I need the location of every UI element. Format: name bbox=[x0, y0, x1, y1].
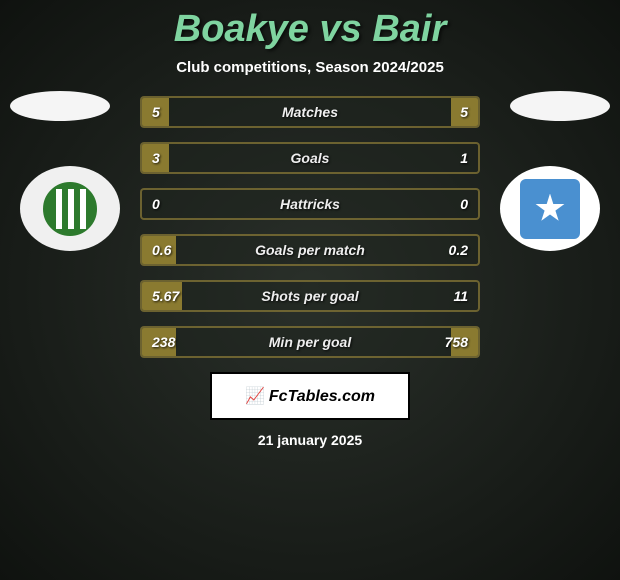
stat-row: 0.6 Goals per match 0.2 bbox=[140, 234, 480, 266]
stat-value-left: 3 bbox=[152, 150, 160, 166]
subtitle: Club competitions, Season 2024/2025 bbox=[0, 59, 620, 76]
stat-label: Shots per goal bbox=[261, 288, 358, 304]
left-player-marker bbox=[10, 91, 110, 121]
stat-value-left: 5.67 bbox=[152, 288, 179, 304]
saint-etienne-crest-icon bbox=[35, 174, 105, 244]
stat-label: Min per goal bbox=[269, 334, 351, 350]
right-player-marker bbox=[510, 91, 610, 121]
stat-row: 5.67 Shots per goal 11 bbox=[140, 280, 480, 312]
stat-row: 5 Matches 5 bbox=[140, 96, 480, 128]
stat-value-right: 758 bbox=[445, 334, 468, 350]
stat-value-left: 238 bbox=[152, 334, 175, 350]
right-club-badge bbox=[500, 166, 600, 251]
stat-row: 0 Hattricks 0 bbox=[140, 188, 480, 220]
brand-label: FcTables.com bbox=[245, 386, 375, 406]
stat-label: Goals per match bbox=[255, 242, 365, 258]
stat-row: 3 Goals 1 bbox=[140, 142, 480, 174]
snapshot-date: 21 january 2025 bbox=[0, 432, 620, 448]
stat-label: Hattricks bbox=[280, 196, 340, 212]
stat-value-right: 0 bbox=[460, 196, 468, 212]
stat-label: Matches bbox=[282, 104, 338, 120]
stat-row: 238 Min per goal 758 bbox=[140, 326, 480, 358]
stat-value-right: 11 bbox=[453, 288, 468, 304]
stat-value-right: 1 bbox=[460, 150, 468, 166]
left-club-badge bbox=[20, 166, 120, 251]
stat-value-left: 0 bbox=[152, 196, 160, 212]
stat-value-right: 5 bbox=[460, 104, 468, 120]
comparison-content: 5 Matches 5 3 Goals 1 0 Hattricks 0 0.6 Goals per … bbox=[0, 96, 620, 448]
brand-box[interactable]: FcTables.com bbox=[210, 372, 410, 420]
stat-value-left: 5 bbox=[152, 104, 160, 120]
auxerre-crest-icon bbox=[520, 179, 580, 239]
stat-bars: 5 Matches 5 3 Goals 1 0 Hattricks 0 0.6 Goals per … bbox=[140, 96, 480, 358]
stat-value-left: 0.6 bbox=[152, 242, 171, 258]
stat-value-right: 0.2 bbox=[449, 242, 468, 258]
page-title: Boakye vs Bair bbox=[0, 0, 620, 51]
stat-label: Goals bbox=[291, 150, 330, 166]
